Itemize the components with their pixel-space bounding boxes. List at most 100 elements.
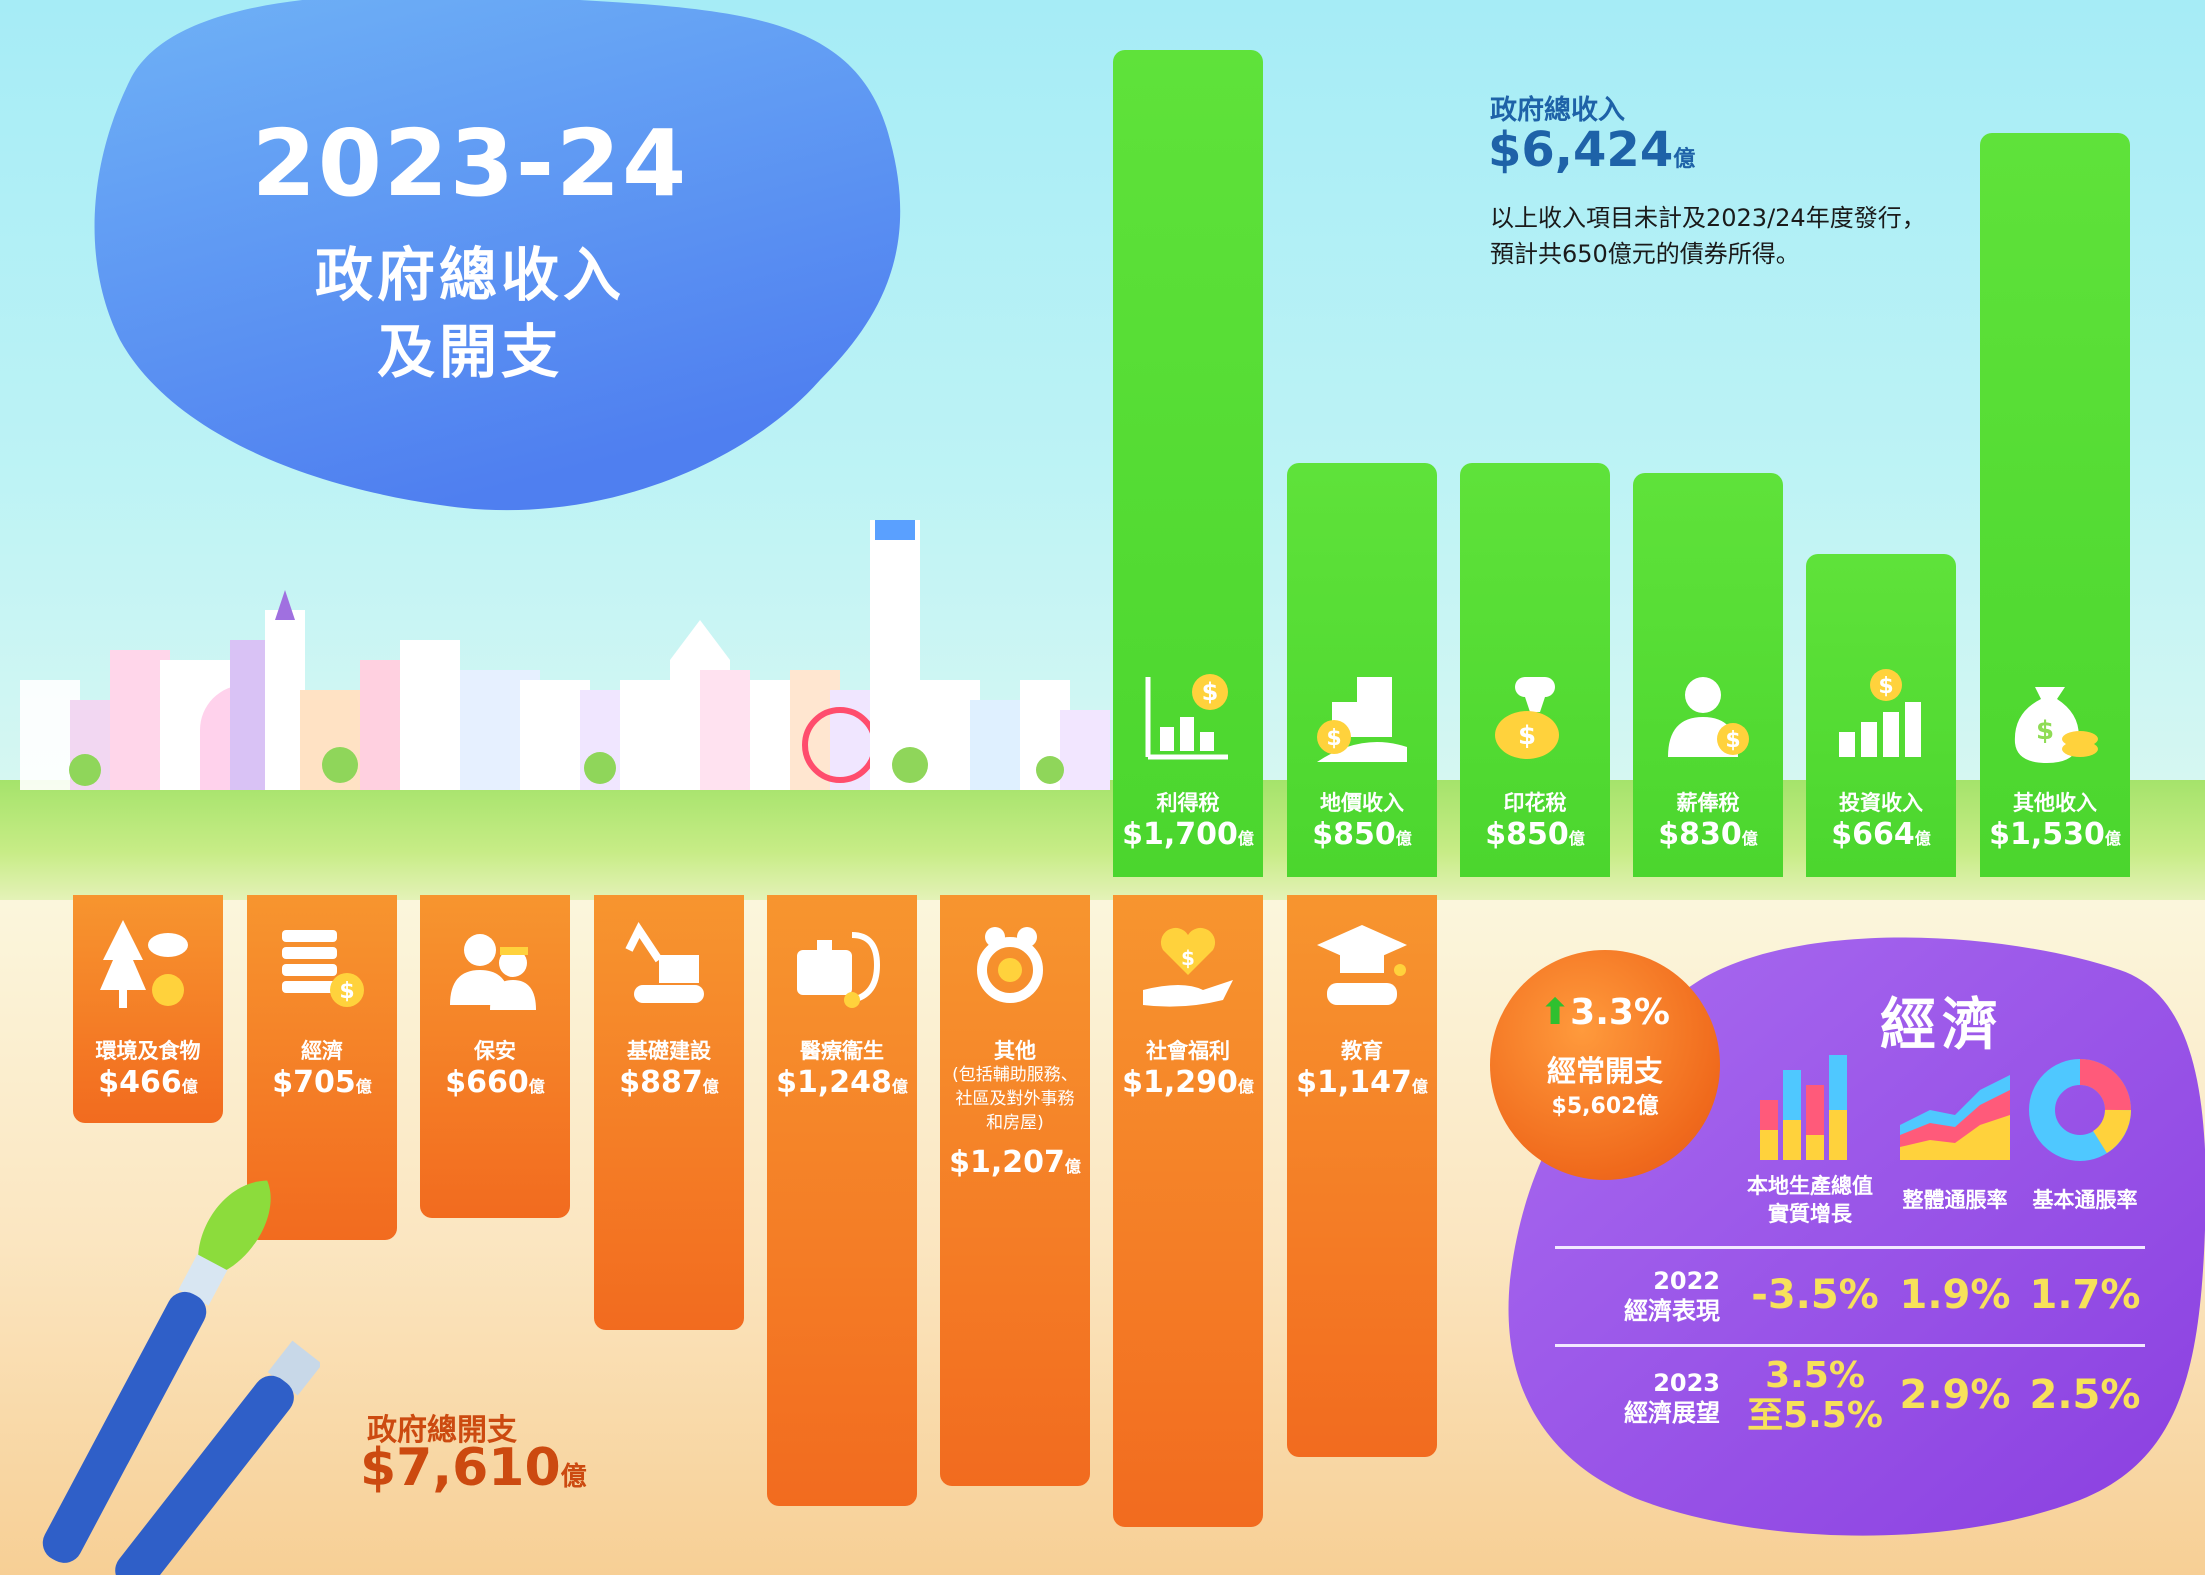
revenue-bar-value-number: $830 (1658, 817, 1742, 852)
revenue-bar: $ 薪俸稅 $830億 (1633, 473, 1783, 877)
title-line-1: 政府總收入 (314, 241, 625, 309)
svg-text:$: $ (1518, 721, 1536, 751)
tree-fish-apple-icon (100, 920, 188, 1008)
revenue-bar-label: 其他收入 (2013, 791, 2097, 815)
revenue-bar: $ 投資收入 $664億 (1806, 554, 1956, 877)
row-2022-year: 2022 (1653, 1267, 1720, 1295)
row-2023-label: 2023 經濟展望 (1590, 1368, 1720, 1428)
revenue-bar-value: $1,700億 (1113, 817, 1263, 852)
revenue-bar-label: 印花稅 (1503, 791, 1567, 815)
expenditure-bar-label: 保安 (474, 1039, 516, 1063)
svg-text:$: $ (1725, 728, 1740, 753)
value-2022-underlying-inflation: 1.7% (2029, 1272, 2141, 1318)
expenditure-bar-value-number: $466 (98, 1065, 182, 1100)
expenditure-bar-value-unit: 億 (891, 1077, 908, 1096)
expenditure-bar-label: 教育 (1341, 1039, 1383, 1063)
expenditure-bar-value-number: $1,207 (949, 1145, 1065, 1180)
expenditure-total: $7,610億 (360, 1438, 587, 1498)
expenditure-bar-value: $660億 (420, 1065, 570, 1100)
expenditure-total-value: $7,610 (360, 1438, 561, 1498)
title-line-2: 及開支 (376, 318, 563, 386)
revenue-bar-value-unit: 億 (2104, 829, 2121, 848)
expenditure-bar-value: $1,207億 (940, 1145, 1090, 1180)
revenue-bar: $ 利得稅 $1,700億 (1113, 50, 1263, 877)
coin-stack-icon: $ (282, 930, 364, 1007)
revenue-bar-value: $664億 (1806, 817, 1956, 852)
police-firefighter-icon (450, 934, 536, 1010)
money-bag-icon: $ (2014, 687, 2098, 763)
svg-text:$: $ (1878, 674, 1893, 699)
revenue-bar-value-unit: 億 (1395, 829, 1412, 848)
revenue-total: $6,424億 (1488, 122, 1695, 178)
revenue-note-line-1: 以上收入項目未計及2023/24年度發行， (1490, 204, 1926, 232)
revenue-bar-value-number: $850 (1485, 817, 1569, 852)
recurrent-value: $5,602億 (1551, 1094, 1659, 1119)
expenditure-bar-value-unit: 億 (355, 1077, 372, 1096)
expenditure-bar-label: 基礎建設 (627, 1039, 711, 1063)
expenditure-bar-value-unit: 億 (181, 1077, 198, 1096)
expenditure-total-unit: 億 (560, 1462, 587, 1492)
revenue-bar-value: $1,530億 (1980, 817, 2130, 852)
up-arrow-icon: ⬆ (1539, 992, 1571, 1033)
expenditure-bar: 基礎建設 $887億 (594, 895, 744, 1330)
row-2023-year: 2023 (1653, 1369, 1720, 1397)
recurrent-expenditure-badge (1490, 950, 1720, 1180)
expenditure-bar-value-number: $887 (619, 1065, 703, 1100)
svg-text:$: $ (339, 979, 354, 1004)
revenue-total-value: $6,424 (1488, 122, 1674, 178)
value-2023-headline-inflation: 2.9% (1899, 1372, 2011, 1418)
gdp-growth-bars-icon (1760, 1055, 1847, 1160)
expenditure-bar: 保安 $660億 (420, 895, 570, 1218)
revenue-bar-label: 地價收入 (1320, 791, 1404, 815)
expenditure-bar-label: 社會福利 (1146, 1039, 1230, 1063)
revenue-bar-value: $850億 (1287, 817, 1437, 852)
value-2023-underlying-inflation: 2.5% (2029, 1372, 2141, 1418)
expenditure-bar-value-number: $660 (445, 1065, 529, 1100)
value-2023-gdp: 3.5% 至5.5% (1740, 1356, 1890, 1436)
revenue-note-line-2: 預計共650億元的債券所得。 (1490, 240, 1800, 268)
revenue-bar-value-unit: 億 (1914, 829, 1931, 848)
revenue-title: 政府總收入 (1490, 95, 1625, 126)
expenditure-bar-value: $705億 (247, 1065, 397, 1100)
revenue-bar: $ 地價收入 $850億 (1287, 463, 1437, 877)
medical-kit-icon (797, 932, 881, 1008)
indicator-gdp-line2: 實質增長 (1768, 1202, 1852, 1226)
svg-text:$: $ (1326, 726, 1341, 751)
inflation-area-icon (1900, 1075, 2010, 1160)
paint-brushes-illustration (42, 1180, 320, 1575)
expenditure-bar-value-unit: 億 (1064, 1157, 1081, 1176)
expenditure-bar-value-unit: 億 (1411, 1077, 1428, 1096)
expenditure-bar-value-unit: 億 (1237, 1077, 1254, 1096)
row-2022-label: 2022 經濟表現 (1590, 1266, 1720, 1326)
indicator-gdp-line1: 本地生產總值 (1747, 1174, 1873, 1198)
indicator-headline-inflation-label: 整體通脹率 (1902, 1188, 2008, 1212)
heart-hand-icon: $ (1143, 927, 1233, 1007)
value-2022-gdp: -3.5% (1751, 1272, 1879, 1318)
city-skyline-illustration (20, 520, 1110, 790)
svg-text:$: $ (2036, 716, 2054, 746)
revenue-bar-value-number: $1,700 (1122, 817, 1238, 852)
expenditure-bar-value-number: $1,147 (1296, 1065, 1412, 1100)
revenue-total-unit: 億 (1673, 147, 1696, 172)
expenditure-bar-label: 環境及食物 (95, 1039, 201, 1063)
indicator-underlying-inflation-label: 基本通脹率 (2032, 1188, 2138, 1212)
expenditure-bar: $ 社會福利 $1,290億 (1113, 895, 1263, 1527)
revenue-bar-value-unit: 億 (1741, 829, 1758, 848)
expenditure-bar: 醫療衞生 $1,248億 (767, 895, 917, 1506)
profits-chart-icon: $ (1145, 674, 1228, 760)
recurrent-growth: ⬆3.3% (1490, 992, 1720, 1033)
expenditure-bar: $ 經濟 $705億 (247, 895, 397, 1240)
recurrent-label: 經常開支 (1546, 1054, 1663, 1088)
revenue-bar-value-number: $664 (1831, 817, 1915, 852)
expenditure-bar-value-number: $1,290 (1122, 1065, 1238, 1100)
expenditure-bar-value: $1,147億 (1287, 1065, 1437, 1100)
economy-divider-top (1555, 1246, 2145, 1249)
expenditure-bar-value-unit: 億 (528, 1077, 545, 1096)
value-2023-gdp-line1: 3.5% (1765, 1355, 1865, 1396)
title-blob (94, 0, 901, 511)
expenditure-bar: 環境及食物 $466億 (73, 895, 223, 1123)
expenditure-bar-label: 經濟 (301, 1039, 343, 1063)
row-2023-text: 經濟展望 (1624, 1399, 1720, 1427)
investment-bars-icon: $ (1839, 669, 1921, 757)
recurrent-growth-value: 3.3% (1570, 992, 1670, 1033)
